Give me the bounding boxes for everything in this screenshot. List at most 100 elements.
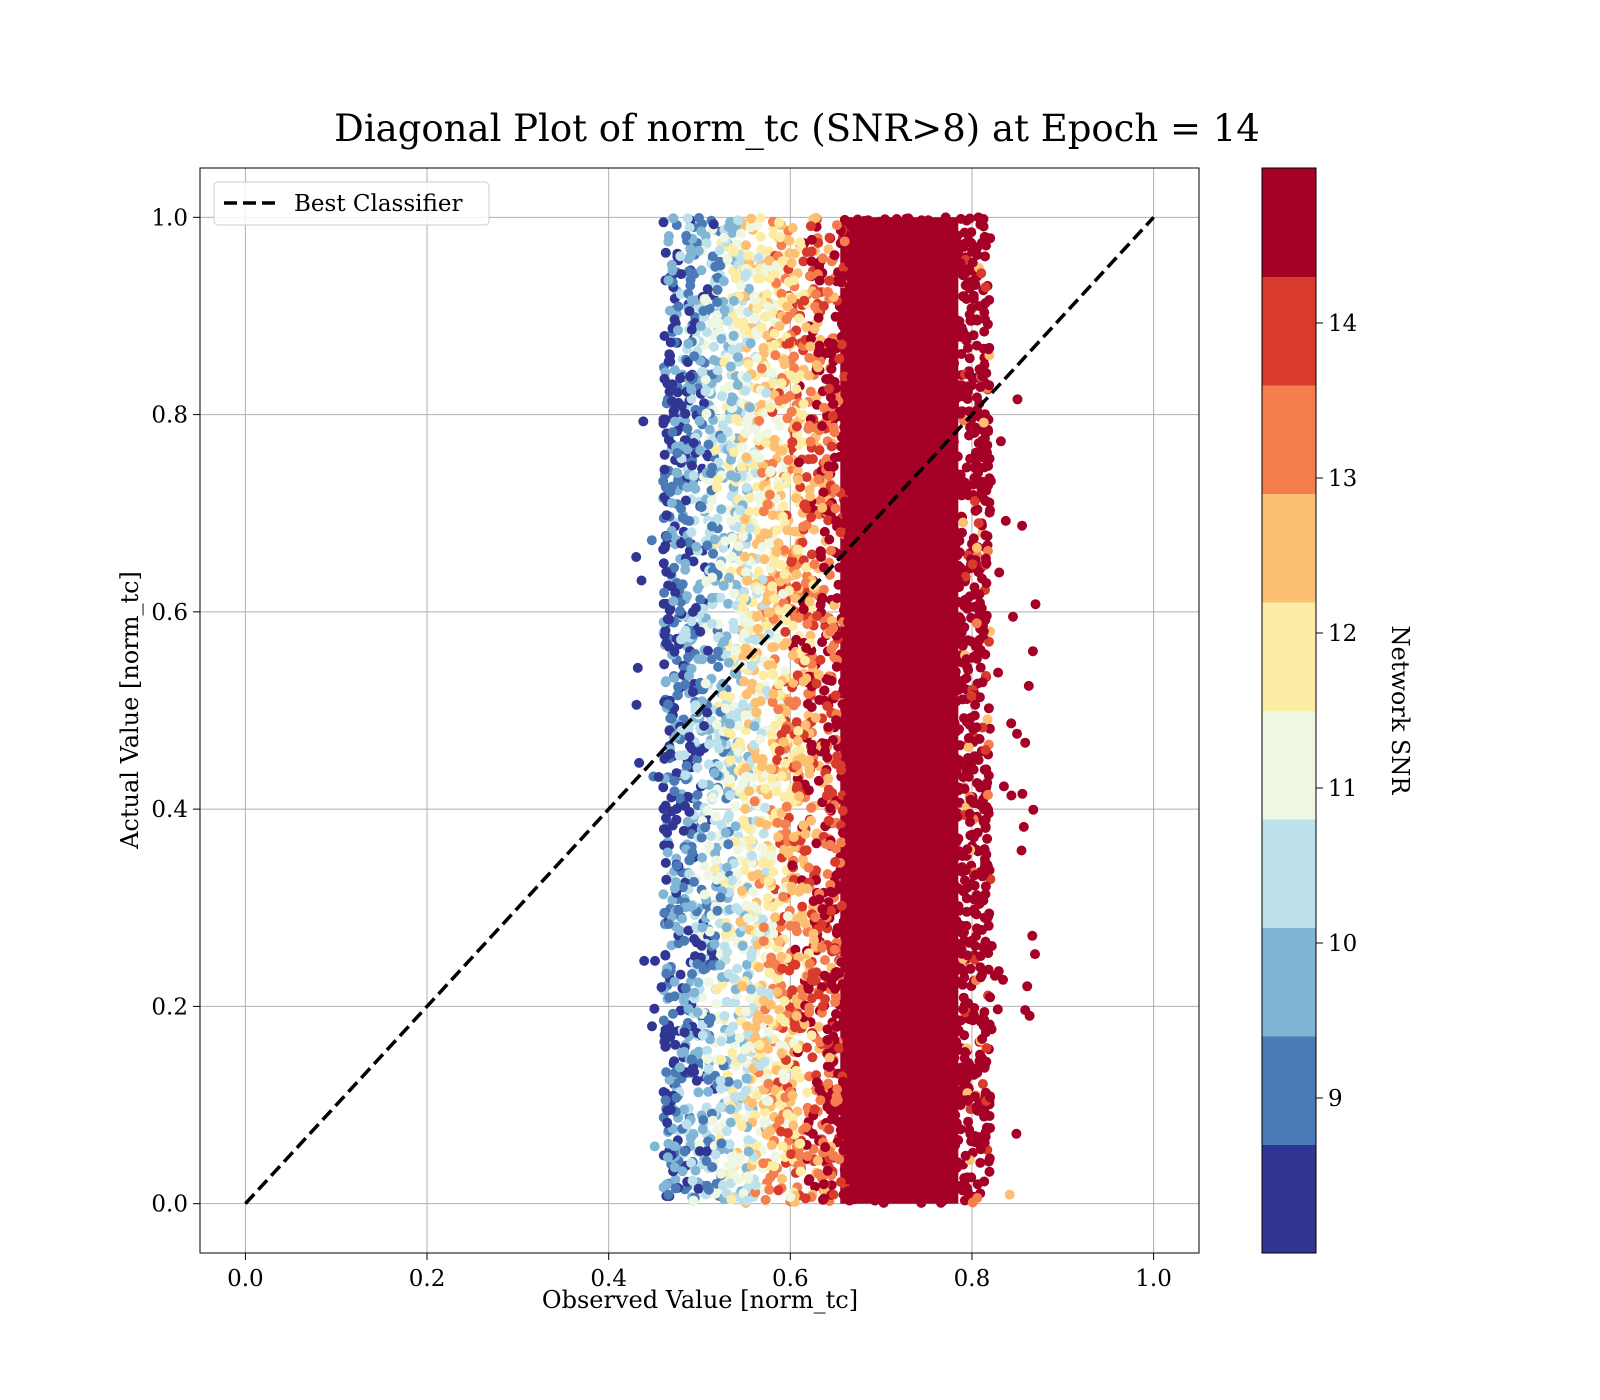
scatter-point — [998, 781, 1009, 792]
scatter-point — [964, 808, 975, 819]
scatter-point — [888, 430, 899, 441]
scatter-point — [776, 240, 787, 251]
scatter-point — [874, 1154, 885, 1164]
scatter-point — [1020, 737, 1031, 748]
scatter-point — [969, 751, 980, 762]
scatter-point — [684, 732, 695, 742]
scatter-point — [758, 670, 769, 681]
scatter-point — [1030, 949, 1040, 960]
scatter-point — [741, 240, 751, 251]
scatter-point — [660, 857, 671, 868]
scatter-point — [889, 508, 900, 519]
scatter-point — [942, 905, 952, 916]
scatter-point — [712, 1124, 723, 1135]
scatter-point — [884, 822, 895, 833]
scatter-point — [898, 494, 909, 505]
scatter-point — [983, 770, 994, 781]
scatter-point — [847, 229, 858, 240]
scatter-point — [1022, 981, 1033, 992]
scatter-point — [743, 359, 754, 370]
scatter-point — [697, 1030, 708, 1041]
scatter-point — [763, 1014, 774, 1025]
scatter-point — [860, 227, 870, 238]
scatter-point — [826, 905, 836, 916]
scatter-point — [766, 729, 777, 740]
scatter-point — [759, 1106, 770, 1117]
scatter-point — [649, 1141, 660, 1152]
scatter-point — [739, 551, 750, 562]
scatter-point — [837, 699, 848, 710]
scatter-point — [686, 1157, 697, 1168]
scatter-point — [801, 472, 812, 483]
scatter-point — [658, 476, 669, 487]
scatter-point — [778, 501, 789, 511]
scatter-point — [975, 1049, 985, 1060]
scatter-point — [667, 265, 678, 276]
scatter-point — [915, 314, 926, 325]
scatter-point — [927, 410, 938, 421]
scatter-point — [705, 831, 716, 841]
scatter-point — [777, 1141, 788, 1152]
scatter-point — [877, 977, 888, 988]
scatter-point — [816, 942, 827, 953]
scatter-point — [1017, 520, 1028, 531]
scatter-point — [710, 811, 721, 822]
scatter-point — [874, 430, 885, 441]
scatter-point — [754, 415, 765, 426]
scatter-point — [780, 666, 791, 677]
scatter-point — [702, 540, 713, 551]
scatter-point — [984, 295, 995, 305]
scatter-point — [953, 901, 964, 912]
scatter-point — [787, 293, 798, 304]
scatter-point — [894, 838, 905, 849]
scatter-point — [810, 1181, 820, 1192]
scatter-point — [664, 305, 675, 316]
scatter-point — [923, 251, 934, 262]
scatter-point — [661, 638, 672, 649]
scatter-point — [710, 864, 720, 875]
scatter-point — [862, 1127, 873, 1138]
scatter-point — [1012, 394, 1023, 405]
scatter-point — [703, 759, 714, 770]
scatter-point — [805, 386, 816, 397]
scatter-point — [924, 1136, 934, 1147]
scatter-point — [878, 1179, 889, 1189]
scatter-point — [922, 863, 933, 874]
scatter-point — [917, 491, 928, 502]
scatter-point — [707, 521, 717, 532]
scatter-point — [737, 442, 748, 453]
scatter-point — [874, 652, 885, 663]
scatter-point — [692, 789, 703, 800]
scatter-point — [729, 623, 739, 634]
scatter-point — [704, 926, 715, 937]
scatter-point — [871, 890, 881, 901]
scatter-point — [714, 318, 725, 329]
scatter-point — [804, 271, 815, 281]
scatter-point — [956, 349, 967, 359]
scatter-point — [866, 1076, 876, 1087]
scatter-point — [828, 1189, 839, 1200]
scatter-point — [950, 670, 961, 680]
scatter-point — [730, 579, 741, 590]
scatter-point — [918, 1101, 929, 1112]
scatter-point — [761, 621, 772, 632]
scatter-point — [777, 1174, 787, 1184]
scatter-point — [779, 545, 790, 555]
scatter-point — [856, 558, 867, 569]
scatter-point — [898, 338, 909, 349]
scatter-point — [866, 551, 877, 562]
scatter-point — [949, 1036, 960, 1047]
scatter-point — [950, 1140, 961, 1151]
scatter-point — [983, 344, 994, 355]
scatter-point — [707, 960, 718, 971]
scatter-point — [671, 768, 682, 779]
scatter-point — [964, 1060, 975, 1071]
scatter-point — [738, 652, 749, 663]
scatter-point — [930, 423, 940, 434]
scatter-point — [672, 387, 683, 398]
scatter-point — [979, 1176, 990, 1187]
scatter-point — [757, 399, 767, 410]
scatter-point — [701, 1156, 712, 1167]
scatter-point — [737, 699, 748, 710]
scatter-point — [949, 1165, 960, 1176]
